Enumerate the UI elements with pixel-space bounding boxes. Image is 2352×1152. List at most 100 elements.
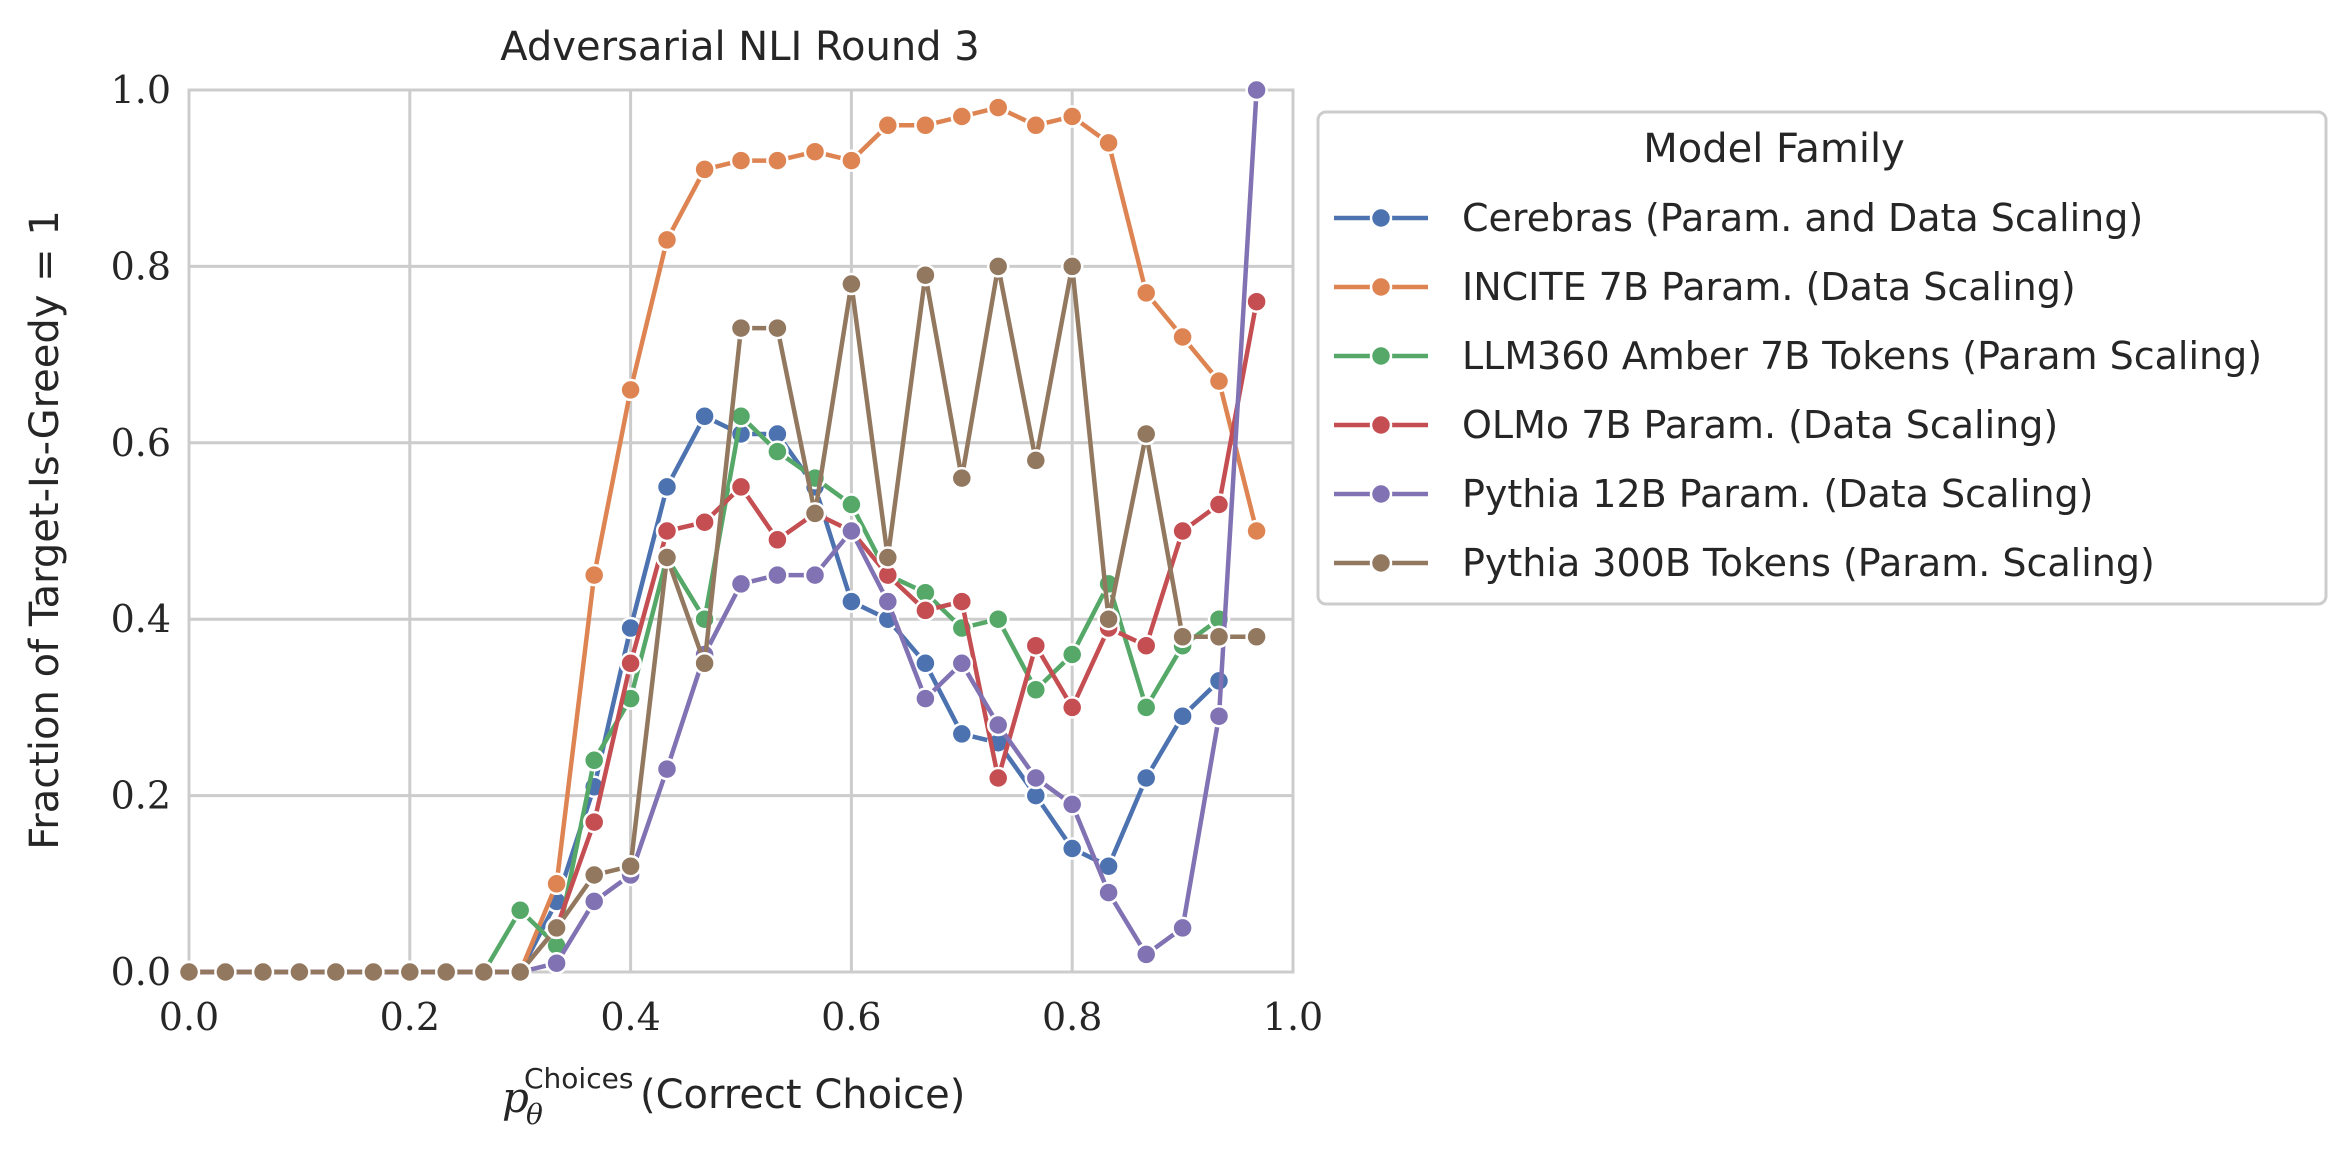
legend-label: Pythia 12B Param. (Data Scaling): [1462, 472, 2093, 516]
data-point: [1171, 519, 1194, 543]
data-point: [950, 466, 974, 490]
series-6: [177, 255, 1268, 984]
legend-item: INCITE 7B Param. (Data Scaling): [1334, 265, 2076, 309]
data-point: [803, 502, 827, 525]
data-point: [1207, 369, 1231, 393]
legend-label: INCITE 7B Param. (Data Scaling): [1462, 265, 2076, 309]
legend-box: [1316, 110, 2328, 606]
data-point: [986, 96, 1010, 119]
legend-marker: [1369, 413, 1393, 437]
x-tick-label: 0.4: [600, 995, 660, 1039]
legend-marker: [1369, 275, 1393, 299]
data-point: [582, 563, 606, 587]
legend-label: Cerebras (Param. and Data Scaling): [1462, 196, 2143, 240]
data-point: [324, 960, 348, 984]
data-point: [545, 872, 568, 896]
data-point: [766, 149, 789, 172]
data-point: [840, 493, 863, 516]
data-point: [582, 863, 606, 887]
data-point: [729, 572, 753, 596]
legend: Model Family Cerebras (Param. and Data S…: [1316, 110, 2328, 606]
data-point: [582, 890, 606, 913]
y-tick-label: 1.0: [111, 68, 171, 112]
legend-item: Cerebras (Param. and Data Scaling): [1334, 196, 2143, 240]
data-point: [655, 228, 679, 252]
data-point: [434, 960, 458, 984]
data-point: [362, 960, 385, 984]
data-point: [840, 590, 863, 613]
data-point: [986, 255, 1010, 278]
y-tick-label: 0.8: [111, 244, 171, 288]
data-point: [840, 519, 863, 543]
data-point: [1024, 766, 1048, 790]
x-axis-label-subscript: θ: [526, 1098, 543, 1131]
data-point: [1171, 625, 1194, 649]
data-point: [803, 140, 827, 163]
data-point: [619, 854, 642, 878]
data-point: [1207, 704, 1231, 728]
data-point: [1245, 625, 1268, 649]
legend-item: Pythia 12B Param. (Data Scaling): [1334, 472, 2093, 516]
data-point: [766, 563, 789, 587]
data-point: [1097, 131, 1120, 155]
data-point: [986, 713, 1010, 737]
data-point: [214, 960, 237, 984]
x-tick-label: 0.8: [1042, 995, 1102, 1039]
data-point: [729, 475, 753, 499]
y-tick-label: 0.4: [111, 597, 171, 641]
data-point: [840, 149, 863, 172]
data-point: [655, 475, 679, 499]
data-point: [986, 607, 1010, 631]
data-point: [986, 766, 1010, 790]
data-point: [508, 899, 532, 922]
data-point: [288, 960, 311, 984]
data-point: [398, 960, 422, 984]
legend-items: Cerebras (Param. and Data Scaling) INCITE…: [1334, 196, 2262, 585]
data-point: [1097, 881, 1120, 904]
data-point: [766, 440, 789, 463]
data-point: [729, 149, 753, 172]
tick-labels: 0.0 0.2 0.4 0.6 0.8 1.0 0.0 0.2 0.4 0.6 0.8 1.0: [111, 68, 1324, 1039]
data-point: [1024, 114, 1048, 137]
x-axis-label-p: p: [502, 1073, 529, 1122]
data-point: [619, 652, 642, 675]
data-point: [1134, 943, 1158, 966]
data-point: [766, 528, 789, 552]
data-point: [1060, 105, 1084, 128]
legend-marker: [1369, 206, 1393, 230]
legend-item: Pythia 300B Tokens (Param. Scaling): [1334, 541, 2155, 585]
data-point: [950, 590, 974, 613]
data-point: [729, 316, 753, 340]
data-point: [1207, 625, 1231, 649]
legend-marker: [1369, 344, 1393, 368]
legend-title: Model Family: [1643, 126, 1905, 172]
data-point: [914, 114, 937, 137]
data-point: [655, 546, 679, 569]
data-point: [1207, 493, 1231, 516]
data-point: [840, 272, 863, 296]
data-point: [693, 510, 716, 534]
data-point: [803, 563, 827, 587]
legend-item: OLMo 7B Param. (Data Scaling): [1334, 403, 2058, 447]
data-point: [655, 757, 679, 781]
legend-marker: [1369, 551, 1393, 575]
data-point: [1024, 634, 1048, 657]
data-point: [1245, 519, 1268, 543]
chart-title: Adversarial NLI Round 3: [500, 24, 979, 70]
data-point: [1024, 678, 1048, 702]
data-point: [582, 749, 606, 772]
data-point: [1134, 766, 1158, 790]
data-point: [1097, 607, 1120, 631]
data-point: [177, 960, 201, 984]
data-point: [950, 105, 974, 128]
data-point: [1171, 325, 1194, 349]
data-point: [582, 810, 606, 834]
x-axis-label-superscript: Choices: [524, 1062, 633, 1095]
data-point: [1171, 704, 1194, 728]
data-point: [472, 960, 496, 984]
data-point: [251, 960, 275, 984]
x-tick-label: 0.0: [159, 995, 219, 1039]
data-point: [693, 405, 716, 428]
data-point: [766, 316, 789, 340]
